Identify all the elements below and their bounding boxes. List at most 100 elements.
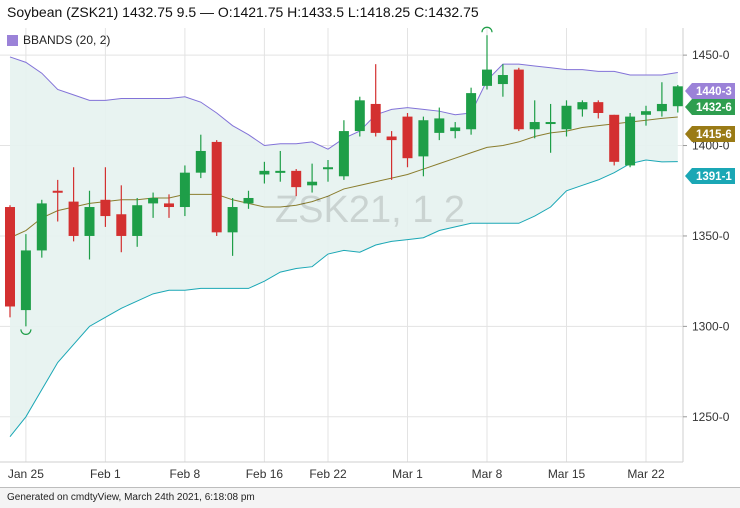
- price-tag: 1440-3: [685, 83, 735, 99]
- candle[interactable]: [179, 165, 190, 217]
- candle[interactable]: [243, 190, 254, 209]
- candle-body: [195, 150, 206, 173]
- candle[interactable]: [5, 205, 15, 318]
- candle[interactable]: [132, 197, 143, 247]
- candle[interactable]: [450, 122, 461, 139]
- candle[interactable]: [577, 100, 588, 117]
- candle[interactable]: [593, 100, 604, 119]
- y-tick-label: 1400-0: [692, 139, 730, 153]
- x-tick-label: Jan 25: [8, 467, 44, 481]
- candle-body: [307, 181, 318, 186]
- price-tag-shape: [685, 168, 735, 184]
- candle[interactable]: [482, 35, 492, 90]
- candle-body: [370, 103, 381, 133]
- candle[interactable]: [354, 96, 365, 137]
- candle-body: [20, 250, 31, 311]
- footer-text: Generated on cmdtyView, March 24th 2021,…: [7, 492, 255, 503]
- chart-header: Soybean (ZSK21) 1432.75 9.5 — O:1421.75 …: [0, 0, 740, 28]
- candle[interactable]: [402, 112, 413, 168]
- chart-title: Soybean (ZSK21) 1432.75 9.5 — O:1421.75 …: [7, 4, 479, 20]
- candle-body: [164, 203, 174, 208]
- candle[interactable]: [641, 105, 651, 126]
- candle[interactable]: [561, 100, 572, 137]
- candle[interactable]: [656, 82, 667, 117]
- candle-body: [84, 207, 95, 236]
- candle-body: [148, 197, 159, 204]
- y-axis: 1250-0 1300-0 1350-0 1400-0 1450-0: [683, 48, 730, 424]
- candle[interactable]: [100, 167, 111, 227]
- candle-body: [291, 170, 302, 188]
- candle[interactable]: [20, 234, 31, 327]
- candle-body: [497, 75, 508, 85]
- candle[interactable]: [36, 199, 47, 258]
- candle[interactable]: [275, 150, 286, 182]
- candle-body: [36, 203, 47, 251]
- candle-body: [609, 114, 620, 162]
- candle[interactable]: [323, 160, 333, 182]
- candle-body: [100, 199, 111, 217]
- x-tick-label: Feb 8: [170, 467, 201, 481]
- candle-body: [450, 127, 461, 132]
- candle-body: [52, 190, 63, 193]
- price-tag: 1391-1: [685, 168, 735, 184]
- price-tag: 1432-6: [685, 99, 735, 115]
- candle[interactable]: [609, 114, 620, 166]
- candle[interactable]: [529, 100, 540, 139]
- candlesticks[interactable]: [5, 35, 683, 327]
- indicator-legend[interactable]: BBANDS (20, 2): [7, 33, 110, 47]
- candle-body: [338, 131, 349, 177]
- candle-body: [259, 170, 270, 175]
- candle[interactable]: [434, 107, 445, 141]
- candle-body: [577, 102, 588, 110]
- bband-lower-line: [9, 159, 678, 437]
- candle-body: [386, 136, 397, 141]
- candle[interactable]: [307, 163, 318, 193]
- x-tick-label: Feb 1: [90, 467, 121, 481]
- candle-body: [179, 172, 190, 208]
- candle[interactable]: [625, 112, 636, 168]
- y-tick-label: 1250-0: [692, 410, 730, 424]
- candle[interactable]: [513, 67, 524, 132]
- candle[interactable]: [116, 185, 127, 253]
- bband-fill: [10, 56, 678, 437]
- candle-body: [211, 141, 222, 233]
- candle[interactable]: [148, 192, 159, 218]
- candle[interactable]: [84, 190, 95, 260]
- candle[interactable]: [259, 161, 270, 184]
- candle[interactable]: [386, 131, 397, 180]
- y-tick-label: 1300-0: [692, 319, 730, 333]
- candle[interactable]: [52, 179, 63, 222]
- candle[interactable]: [291, 169, 302, 197]
- price-tag-label: 1432-6: [696, 102, 732, 114]
- x-tick-label: Feb 22: [309, 467, 347, 481]
- candle-body: [227, 207, 238, 233]
- price-tag-shape: [685, 83, 735, 99]
- candle[interactable]: [338, 120, 349, 180]
- candle-body: [402, 116, 413, 159]
- watermark-layer: ZSK21, 1 2: [275, 189, 465, 231]
- candle[interactable]: [545, 103, 556, 153]
- candle[interactable]: [370, 64, 381, 137]
- candle-body: [513, 69, 524, 130]
- y-tick-label: 1450-0: [692, 48, 730, 62]
- candle[interactable]: [466, 87, 477, 135]
- footer-bar: Generated on cmdtyView, March 24th 2021,…: [0, 487, 740, 508]
- candle-body: [354, 100, 365, 132]
- chart-watermark: ZSK21, 1 2: [275, 189, 465, 231]
- candle[interactable]: [164, 194, 174, 218]
- high-marker: [481, 26, 493, 33]
- candle[interactable]: [211, 140, 222, 236]
- candle-body: [545, 122, 556, 125]
- price-tags: 1440-3 1432-6 1415-6 1391-1: [685, 83, 735, 184]
- candle[interactable]: [227, 197, 238, 256]
- candle-body: [529, 122, 540, 130]
- candle[interactable]: [68, 167, 79, 242]
- candle[interactable]: [497, 64, 508, 97]
- x-axis: Jan 25 Feb 1 Feb 8 Feb 16 Feb 22 Mar 1 Mar 8 Ma…: [8, 467, 665, 481]
- candle-body: [275, 170, 286, 173]
- candle[interactable]: [195, 134, 206, 179]
- candle[interactable]: [418, 116, 429, 177]
- candle-body: [243, 197, 254, 204]
- candle[interactable]: [672, 84, 683, 113]
